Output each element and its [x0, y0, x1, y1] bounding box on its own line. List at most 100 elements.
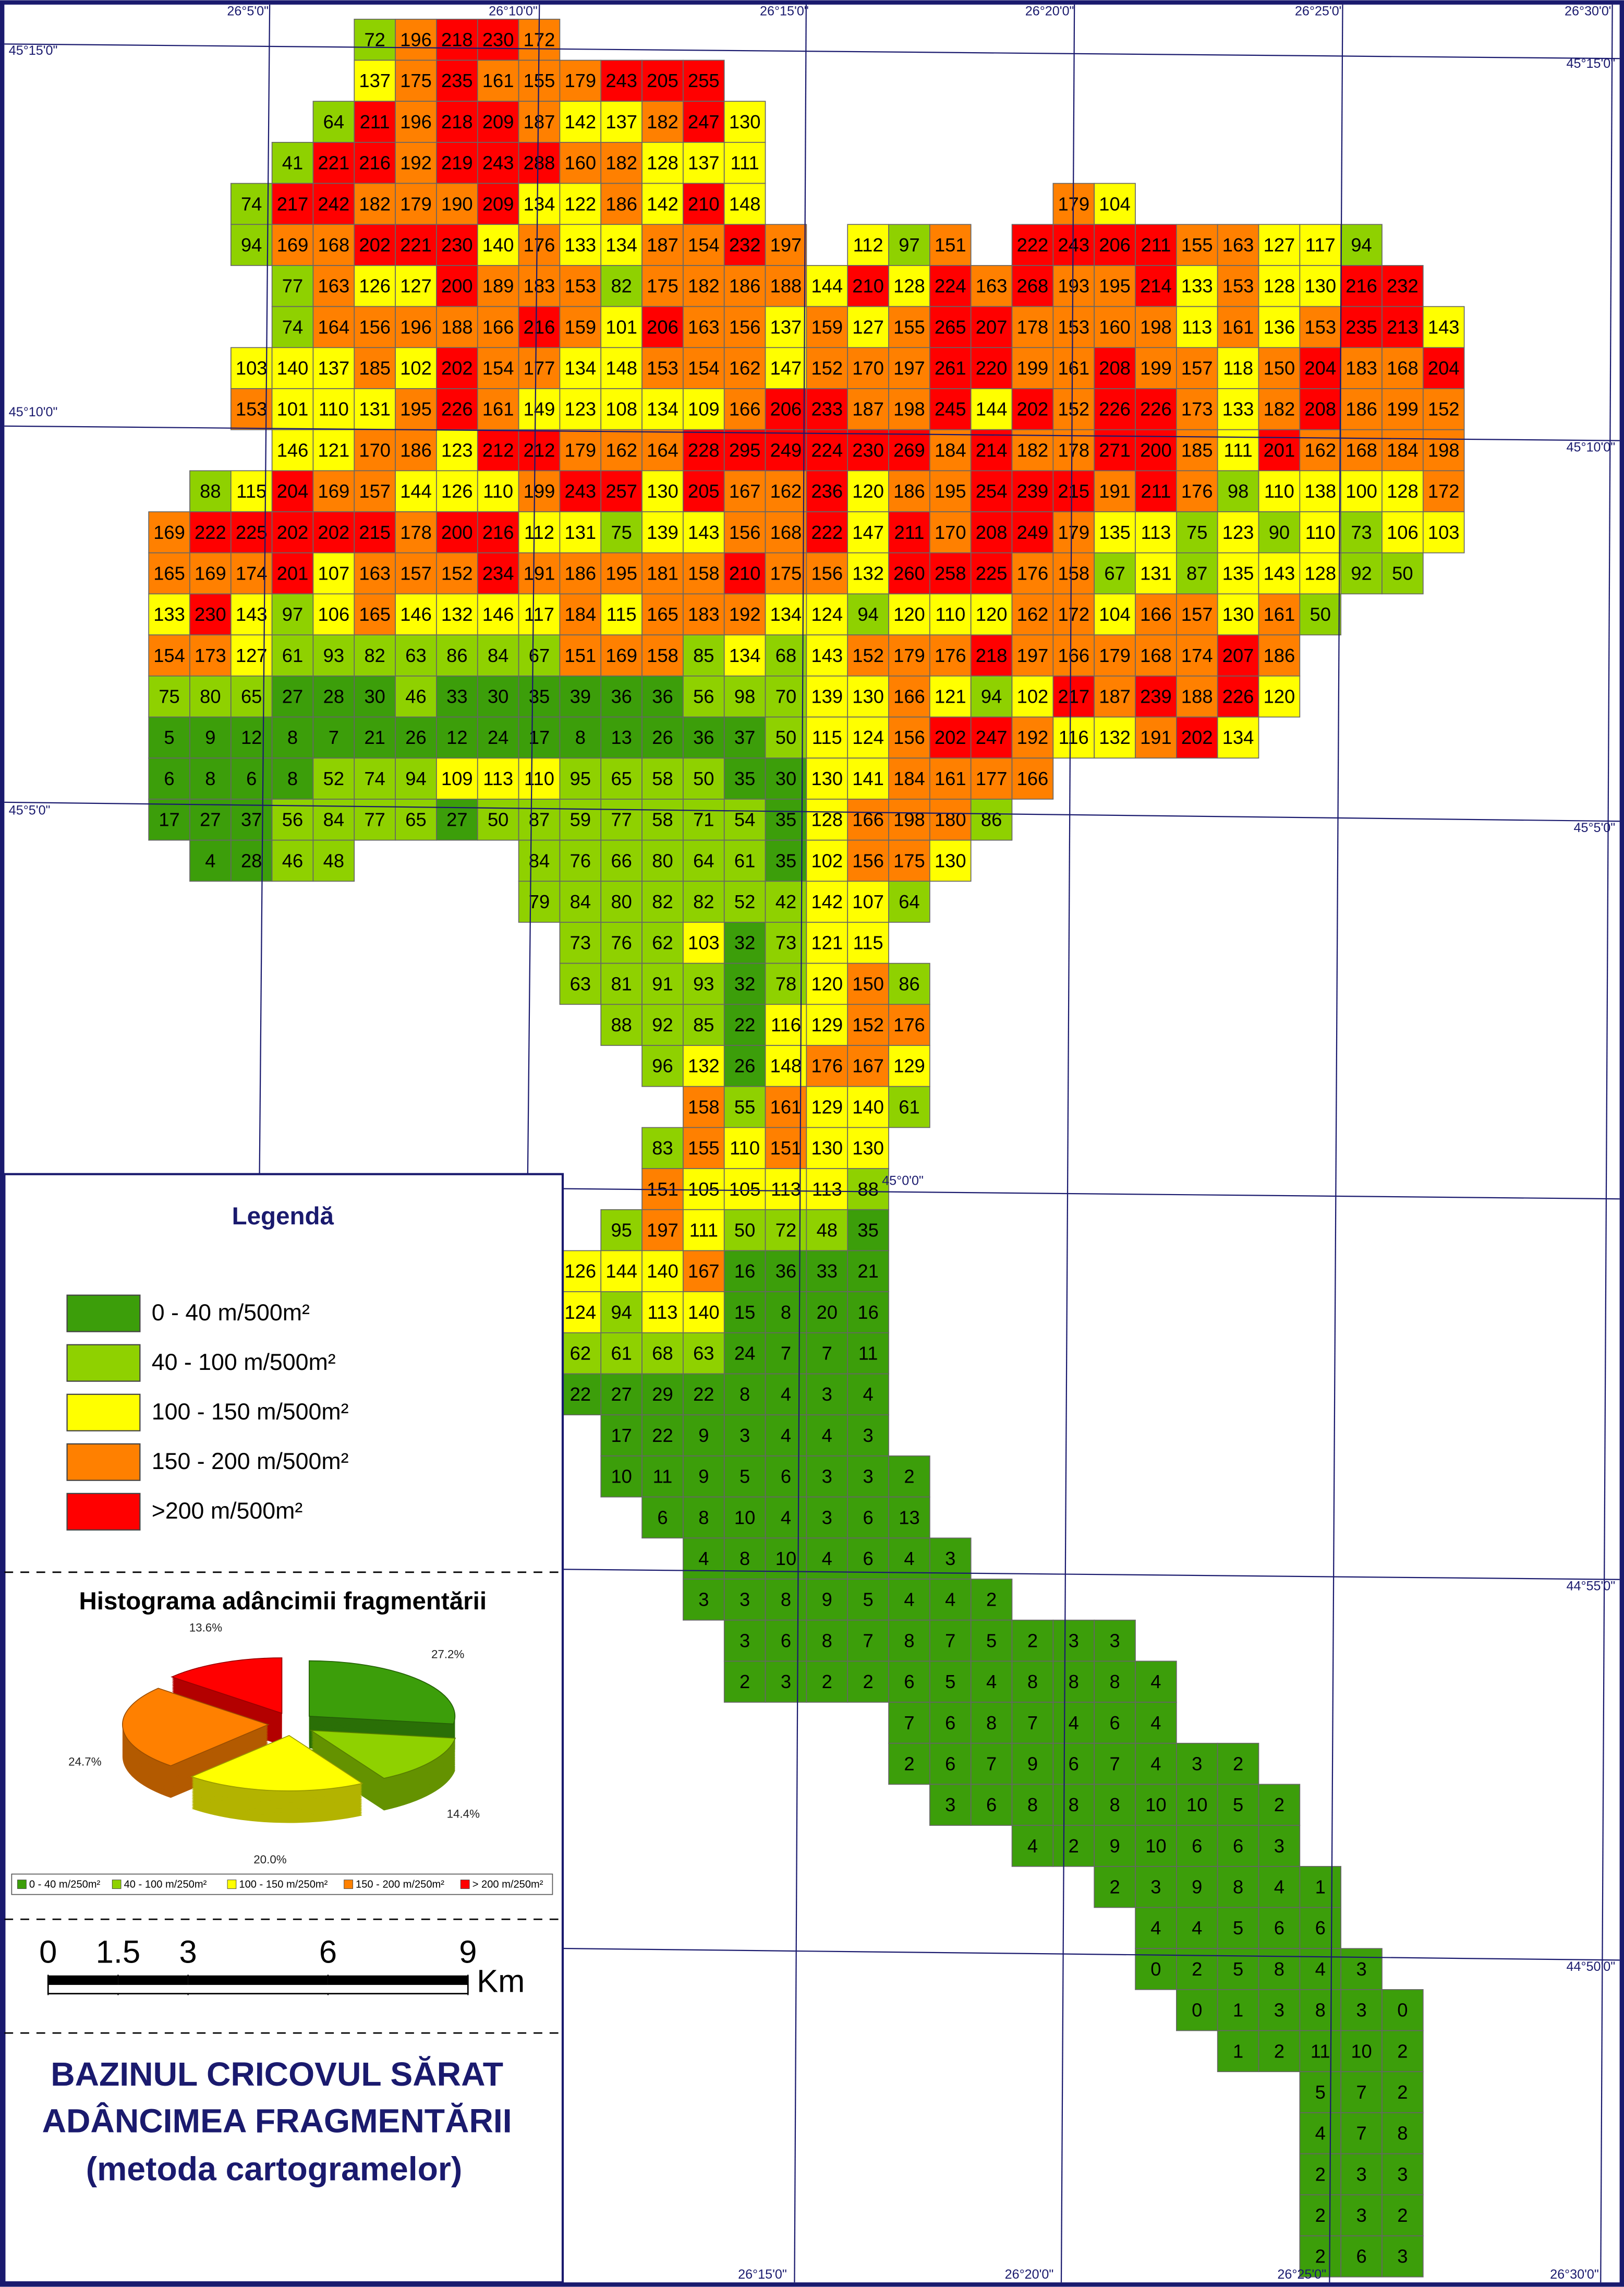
cell-value: 204 — [1304, 357, 1336, 379]
cell-value: 102 — [1017, 686, 1049, 707]
cell-value: 130 — [729, 111, 761, 133]
cell — [765, 881, 807, 923]
cell-value: 143 — [1428, 316, 1460, 338]
cell — [559, 839, 602, 882]
cell — [600, 224, 643, 266]
cell — [600, 757, 643, 800]
cell-value: 173 — [1181, 399, 1213, 420]
cell-value: 201 — [277, 562, 309, 584]
cell — [847, 757, 889, 800]
cell — [1381, 2235, 1424, 2278]
cell-value: 10 — [611, 1466, 632, 1487]
cell — [600, 388, 643, 430]
cell — [1340, 429, 1383, 472]
cell — [806, 757, 849, 800]
cell-value: 142 — [565, 111, 597, 133]
cell — [1052, 429, 1095, 472]
cell-value: 226 — [1140, 399, 1172, 420]
scale-label: 1.5 — [96, 1934, 140, 1970]
cell-value: 158 — [1058, 562, 1089, 584]
cell-value: 202 — [935, 727, 966, 748]
cell-value: 170 — [852, 357, 884, 379]
cell-value: 261 — [935, 357, 966, 379]
cell-value: 21 — [857, 1260, 878, 1282]
cell-value: 8 — [1233, 1876, 1243, 1898]
cell — [436, 470, 478, 512]
cell — [1258, 265, 1301, 307]
cell — [1094, 1825, 1136, 1867]
cell-value: 165 — [647, 604, 678, 625]
cell-value: 134 — [1222, 727, 1254, 748]
cell-value: 106 — [318, 604, 350, 625]
cell-value: 105 — [729, 1178, 761, 1200]
cell — [723, 634, 766, 677]
cell-value: 154 — [688, 234, 720, 256]
cell — [1135, 716, 1177, 759]
cell-value: 46 — [282, 850, 303, 871]
cell — [559, 470, 602, 512]
cell-value: 88 — [611, 1014, 632, 1036]
cell-value: 16 — [857, 1302, 878, 1323]
cell — [600, 183, 643, 225]
cell — [970, 511, 1013, 553]
cell-value: 82 — [693, 891, 714, 912]
cell-value: 3 — [1356, 1958, 1366, 1980]
cell — [230, 224, 273, 266]
cell-value: 198 — [1140, 316, 1172, 338]
cell — [683, 1373, 725, 1416]
cell-value: 108 — [605, 399, 637, 420]
cell-value: 161 — [1058, 357, 1089, 379]
cell-value: 134 — [729, 645, 761, 666]
legend-panel: Legendă Histograma adâncimii fragmentări… — [3, 1173, 564, 2284]
cell — [559, 347, 602, 389]
cell-value: 180 — [935, 809, 966, 830]
cell — [641, 388, 684, 430]
cell-value: 103 — [1428, 522, 1460, 543]
cell — [436, 183, 478, 225]
cell — [1299, 1907, 1341, 1949]
cell-value: 131 — [1140, 562, 1172, 584]
pie-slice — [309, 1730, 456, 1779]
cell — [1258, 1907, 1301, 1949]
cell — [189, 716, 232, 759]
cell — [395, 183, 437, 225]
cell-value: 153 — [565, 275, 597, 297]
cell — [1381, 388, 1424, 430]
cell-value: 115 — [236, 480, 266, 502]
cell-value: 91 — [652, 973, 673, 994]
cell-value: 10 — [775, 1548, 796, 1569]
cell-value: 66 — [611, 850, 632, 871]
cell — [559, 511, 602, 553]
cell-value: 143 — [811, 645, 843, 666]
cell-value: 4 — [781, 1425, 791, 1446]
cell-value: 6 — [781, 1630, 791, 1651]
cell-value: 126 — [359, 275, 391, 297]
cell-value: 160 — [1099, 316, 1131, 338]
cell — [847, 1660, 889, 1703]
cell — [518, 306, 561, 348]
cell-value: 8 — [986, 1712, 997, 1734]
cell-value: 37 — [241, 809, 262, 830]
cell — [354, 59, 396, 102]
cell — [1011, 388, 1054, 430]
cell-value: 50 — [734, 1220, 755, 1241]
cell — [929, 634, 972, 677]
cell — [1094, 224, 1136, 266]
cell — [148, 593, 190, 635]
parallel — [562, 1569, 1620, 1580]
cell-value: 7 — [863, 1630, 874, 1651]
cell — [559, 1291, 602, 1333]
cell-value: 5 — [1233, 1917, 1243, 1939]
cell — [1094, 470, 1136, 512]
cell — [559, 59, 602, 102]
cell — [559, 716, 602, 759]
cell — [970, 306, 1013, 348]
cell — [723, 101, 766, 143]
cell — [683, 1086, 725, 1128]
cell — [847, 1332, 889, 1375]
cell-value: 3 — [1274, 1835, 1284, 1857]
cell-value: 128 — [1304, 562, 1336, 584]
cell — [1052, 306, 1095, 348]
cell — [354, 183, 396, 225]
cell — [230, 593, 273, 635]
